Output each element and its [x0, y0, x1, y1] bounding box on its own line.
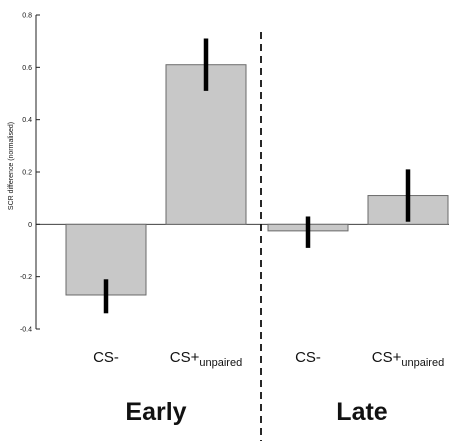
y-tick-label: 0	[28, 222, 32, 229]
plot-area: -0.4 -0.2 0 0.2 0.4 0.6 0.8	[20, 13, 449, 441]
category-label-2: CS+unpaired	[170, 349, 242, 369]
group-labels: Early Late	[125, 398, 387, 426]
category-labels: CS- CS+unpaired CS- CS+unpaired	[93, 349, 444, 369]
y-tick-label: 0.2	[22, 170, 32, 177]
group-label-late: Late	[336, 398, 388, 426]
y-ticks: -0.4 -0.2 0 0.2 0.4 0.6 0.8	[20, 13, 40, 334]
y-tick-label: -0.2	[20, 274, 32, 281]
bars	[65, 64, 449, 296]
y-axis-label: SCR difference (normalised)	[8, 122, 15, 210]
category-label-3: CS-	[295, 349, 321, 366]
y-tick-label: 0.8	[22, 13, 32, 20]
y-tick-label: 0.4	[22, 117, 32, 124]
error-bars	[103, 38, 411, 314]
group-label-early: Early	[125, 398, 186, 426]
category-label-4: CS+unpaired	[372, 349, 444, 369]
bar-2	[165, 64, 247, 225]
category-label-1: CS-	[93, 349, 119, 366]
y-tick-label: -0.4	[20, 327, 32, 334]
y-tick-label: 0.6	[22, 65, 32, 72]
